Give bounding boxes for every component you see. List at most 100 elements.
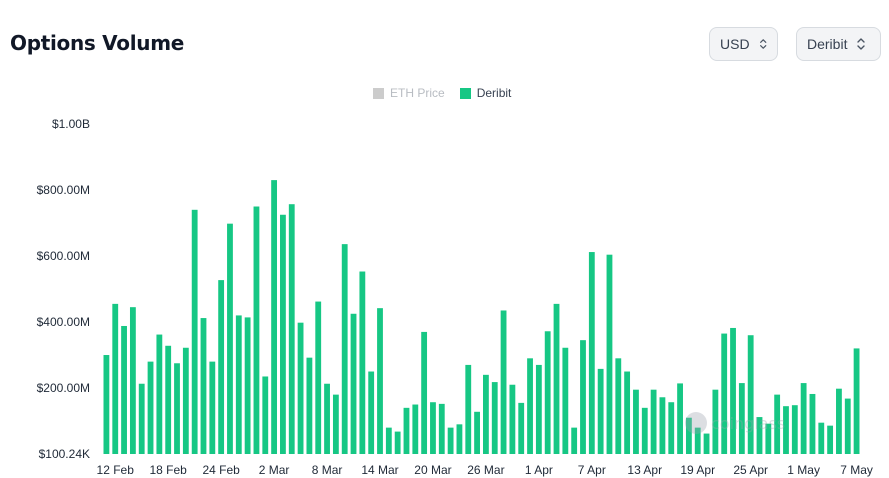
chevron-updown-icon [857, 38, 866, 50]
x-tick-label: 13 Apr [627, 463, 662, 477]
bar[interactable] [738, 383, 745, 454]
bar[interactable] [438, 403, 445, 454]
bar[interactable] [227, 223, 233, 454]
bar[interactable] [368, 371, 375, 454]
bar[interactable] [244, 317, 251, 454]
bar[interactable] [297, 322, 304, 454]
bar[interactable] [765, 423, 772, 454]
exchange-select[interactable]: Deribit [796, 27, 881, 61]
bar[interactable] [394, 431, 401, 454]
bar[interactable] [606, 254, 613, 454]
x-tick-label: 18 Feb [150, 463, 188, 477]
bar[interactable] [553, 303, 560, 454]
bar[interactable] [412, 404, 419, 454]
bar[interactable] [235, 315, 242, 454]
bar[interactable] [668, 402, 675, 454]
bar[interactable] [182, 347, 189, 454]
bar[interactable] [156, 334, 163, 454]
bar[interactable] [535, 364, 542, 454]
bar[interactable] [341, 244, 348, 454]
bar[interactable] [350, 313, 357, 454]
bar[interactable] [491, 382, 498, 454]
bar[interactable] [580, 340, 586, 454]
bar[interactable] [430, 402, 436, 454]
bar[interactable] [200, 318, 207, 454]
bar[interactable] [209, 361, 216, 454]
bar[interactable] [271, 180, 278, 455]
bar[interactable] [721, 333, 728, 454]
bar[interactable] [800, 383, 807, 454]
bar[interactable] [588, 252, 595, 454]
bar[interactable] [103, 355, 110, 454]
bar[interactable] [703, 433, 710, 454]
bar[interactable] [853, 348, 860, 454]
bar[interactable] [562, 347, 569, 454]
bar[interactable] [641, 407, 648, 454]
bar[interactable] [836, 388, 842, 454]
bar[interactable] [447, 427, 454, 454]
bar[interactable] [465, 364, 472, 454]
bar[interactable] [685, 417, 692, 454]
bar[interactable] [138, 383, 145, 454]
bar[interactable] [615, 358, 622, 454]
bar[interactable] [827, 425, 834, 454]
bar[interactable] [791, 405, 798, 454]
bar[interactable] [262, 376, 269, 454]
bar[interactable] [385, 427, 392, 454]
bar[interactable] [712, 389, 719, 454]
bar[interactable] [456, 424, 463, 454]
bar[interactable] [500, 310, 507, 454]
bar[interactable] [474, 411, 480, 454]
bar[interactable] [191, 209, 198, 454]
bar[interactable] [783, 406, 789, 454]
chevron-updown-icon [759, 39, 766, 49]
bar[interactable] [147, 361, 154, 454]
bar[interactable] [165, 345, 172, 454]
bar[interactable] [332, 394, 339, 454]
bar[interactable] [659, 397, 666, 454]
bar[interactable] [544, 331, 551, 454]
bar[interactable] [844, 398, 851, 454]
legend-item-deribit[interactable]: Deribit [459, 86, 511, 100]
bar[interactable] [633, 389, 639, 454]
bar[interactable] [112, 303, 119, 454]
x-tick-label: 7 Apr [578, 463, 606, 477]
currency-select[interactable]: USD [709, 27, 778, 61]
bar[interactable] [677, 383, 683, 454]
bar[interactable] [809, 393, 816, 454]
bar[interactable] [747, 335, 754, 454]
legend-swatch-deribit [459, 87, 471, 99]
bar[interactable] [650, 389, 657, 454]
bar[interactable] [421, 331, 428, 454]
bar[interactable] [377, 308, 383, 454]
bar[interactable] [624, 371, 631, 454]
y-tick-label: $1.00B [52, 117, 90, 131]
bar[interactable] [324, 383, 330, 454]
bar[interactable] [306, 357, 313, 454]
chart-legend: ETH Price Deribit [373, 86, 526, 100]
bar[interactable] [280, 214, 286, 454]
x-tick-label: 12 Feb [97, 463, 135, 477]
bar[interactable] [597, 368, 604, 454]
legend-item-eth-price[interactable]: ETH Price [373, 86, 445, 100]
bar[interactable] [253, 206, 260, 454]
bar[interactable] [730, 327, 736, 454]
bar[interactable] [129, 307, 136, 454]
bar[interactable] [218, 280, 225, 454]
x-tick-label: 24 Feb [202, 463, 240, 477]
bar[interactable] [315, 301, 322, 454]
bar[interactable] [121, 325, 127, 454]
bar[interactable] [818, 422, 825, 454]
bar[interactable] [483, 374, 489, 454]
bar[interactable] [694, 427, 701, 454]
bar[interactable] [756, 417, 763, 454]
bar[interactable] [288, 204, 295, 454]
bar[interactable] [509, 384, 516, 454]
bar[interactable] [518, 402, 525, 454]
bar[interactable] [571, 427, 578, 454]
bar[interactable] [403, 407, 410, 454]
bar[interactable] [527, 358, 533, 454]
bar[interactable] [359, 271, 366, 454]
bar[interactable] [174, 363, 180, 454]
bar[interactable] [774, 394, 781, 454]
